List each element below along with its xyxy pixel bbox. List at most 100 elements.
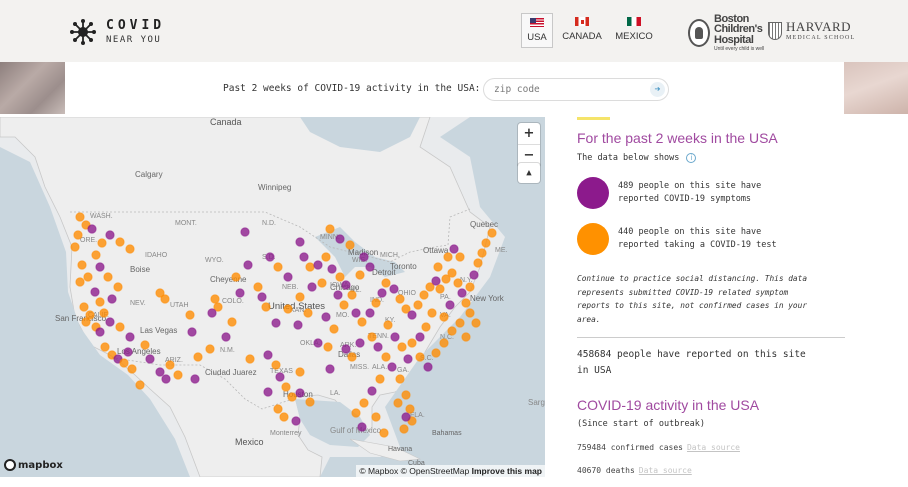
symptom-report-marker[interactable] xyxy=(325,364,335,374)
test-report-marker[interactable] xyxy=(283,304,293,314)
test-report-marker[interactable] xyxy=(477,248,487,258)
boston-childrens-logo[interactable]: Boston Children's Hospital Until every c… xyxy=(688,13,764,52)
test-report-marker[interactable] xyxy=(481,238,491,248)
symptom-report-marker[interactable] xyxy=(423,362,433,372)
info-icon[interactable]: i xyxy=(686,153,697,163)
test-report-marker[interactable] xyxy=(245,354,255,364)
test-report-marker[interactable] xyxy=(453,278,463,288)
symptom-report-marker[interactable] xyxy=(95,262,105,272)
symptom-report-marker[interactable] xyxy=(313,338,323,348)
test-report-marker[interactable] xyxy=(357,317,367,327)
test-report-marker[interactable] xyxy=(339,300,349,310)
test-report-marker[interactable] xyxy=(210,294,220,304)
test-report-marker[interactable] xyxy=(447,326,457,336)
test-report-marker[interactable] xyxy=(185,310,195,320)
symptom-report-marker[interactable] xyxy=(390,332,400,342)
zip-code-input[interactable] xyxy=(483,78,669,101)
test-report-marker[interactable] xyxy=(431,348,441,358)
symptom-report-marker[interactable] xyxy=(235,288,245,298)
test-report-marker[interactable] xyxy=(261,302,271,312)
test-report-marker[interactable] xyxy=(455,318,465,328)
test-report-marker[interactable] xyxy=(461,298,471,308)
test-report-marker[interactable] xyxy=(91,250,101,260)
symptom-report-marker[interactable] xyxy=(327,264,337,274)
test-report-marker[interactable] xyxy=(367,332,377,342)
symptom-report-marker[interactable] xyxy=(243,260,253,270)
symptom-report-marker[interactable] xyxy=(365,262,375,272)
test-report-marker[interactable] xyxy=(381,278,391,288)
symptom-report-marker[interactable] xyxy=(335,234,345,244)
test-report-marker[interactable] xyxy=(427,308,437,318)
test-report-marker[interactable] xyxy=(335,272,345,282)
map-canvas[interactable]: Canada Calgary Winnipeg Quebec Ottawa Toronto… xyxy=(0,117,545,477)
country-tab-mexico[interactable]: MEXICO xyxy=(613,13,655,48)
symptom-report-marker[interactable] xyxy=(263,350,273,360)
symptom-report-marker[interactable] xyxy=(87,224,97,234)
country-tab-usa[interactable]: USA xyxy=(521,13,553,48)
test-report-marker[interactable] xyxy=(465,308,475,318)
symptom-report-marker[interactable] xyxy=(145,354,155,364)
test-report-marker[interactable] xyxy=(355,270,365,280)
symptom-report-marker[interactable] xyxy=(341,344,351,354)
test-report-marker[interactable] xyxy=(351,408,361,418)
symptom-report-marker[interactable] xyxy=(265,252,275,262)
deaths-data-source-link[interactable]: Data source xyxy=(638,466,692,475)
test-report-marker[interactable] xyxy=(321,252,331,262)
symptom-report-marker[interactable] xyxy=(351,308,361,318)
symptom-report-marker[interactable] xyxy=(275,372,285,382)
test-report-marker[interactable] xyxy=(95,297,105,307)
symptom-report-marker[interactable] xyxy=(341,280,351,290)
symptom-report-marker[interactable] xyxy=(125,332,135,342)
test-report-marker[interactable] xyxy=(281,382,291,392)
test-report-marker[interactable] xyxy=(383,320,393,330)
symptom-report-marker[interactable] xyxy=(155,367,165,377)
test-report-marker[interactable] xyxy=(127,364,137,374)
test-report-marker[interactable] xyxy=(371,298,381,308)
test-report-marker[interactable] xyxy=(465,282,475,292)
confirmed-data-source-link[interactable]: Data source xyxy=(686,443,740,452)
test-report-marker[interactable] xyxy=(73,230,83,240)
symptom-report-marker[interactable] xyxy=(283,272,293,282)
symptom-report-marker[interactable] xyxy=(359,252,369,262)
test-report-marker[interactable] xyxy=(381,352,391,362)
symptom-report-marker[interactable] xyxy=(401,412,411,422)
test-report-marker[interactable] xyxy=(345,240,355,250)
test-report-marker[interactable] xyxy=(405,404,415,414)
test-report-marker[interactable] xyxy=(393,398,403,408)
symptom-report-marker[interactable] xyxy=(187,327,197,337)
test-report-marker[interactable] xyxy=(443,252,453,262)
test-report-marker[interactable] xyxy=(359,398,369,408)
test-report-marker[interactable] xyxy=(115,322,125,332)
test-report-marker[interactable] xyxy=(173,370,183,380)
attribution-osm-link[interactable]: © OpenStreetMap xyxy=(400,466,470,476)
test-report-marker[interactable] xyxy=(433,262,443,272)
test-report-marker[interactable] xyxy=(77,260,87,270)
test-report-marker[interactable] xyxy=(213,302,223,312)
test-report-marker[interactable] xyxy=(125,244,135,254)
test-report-marker[interactable] xyxy=(401,304,411,314)
test-report-marker[interactable] xyxy=(81,317,91,327)
test-report-marker[interactable] xyxy=(103,272,113,282)
test-report-marker[interactable] xyxy=(115,237,125,247)
symptom-report-marker[interactable] xyxy=(123,347,133,357)
symptom-report-marker[interactable] xyxy=(387,362,397,372)
test-report-marker[interactable] xyxy=(287,392,297,402)
symptom-report-marker[interactable] xyxy=(240,227,250,237)
symptom-report-marker[interactable] xyxy=(321,312,331,322)
compass-button[interactable]: ▲ xyxy=(518,163,540,183)
symptom-report-marker[interactable] xyxy=(377,288,387,298)
test-report-marker[interactable] xyxy=(399,424,409,434)
test-report-marker[interactable] xyxy=(317,278,327,288)
zoom-out-button[interactable]: − xyxy=(523,148,535,163)
test-report-marker[interactable] xyxy=(439,338,449,348)
symptom-report-marker[interactable] xyxy=(357,422,367,432)
test-report-marker[interactable] xyxy=(75,277,85,287)
symptom-report-marker[interactable] xyxy=(295,237,305,247)
symptom-report-marker[interactable] xyxy=(407,310,417,320)
test-report-marker[interactable] xyxy=(205,344,215,354)
symptom-report-marker[interactable] xyxy=(207,308,217,318)
symptom-report-marker[interactable] xyxy=(299,252,309,262)
test-report-marker[interactable] xyxy=(83,272,93,282)
test-report-marker[interactable] xyxy=(329,324,339,334)
symptom-report-marker[interactable] xyxy=(263,387,273,397)
